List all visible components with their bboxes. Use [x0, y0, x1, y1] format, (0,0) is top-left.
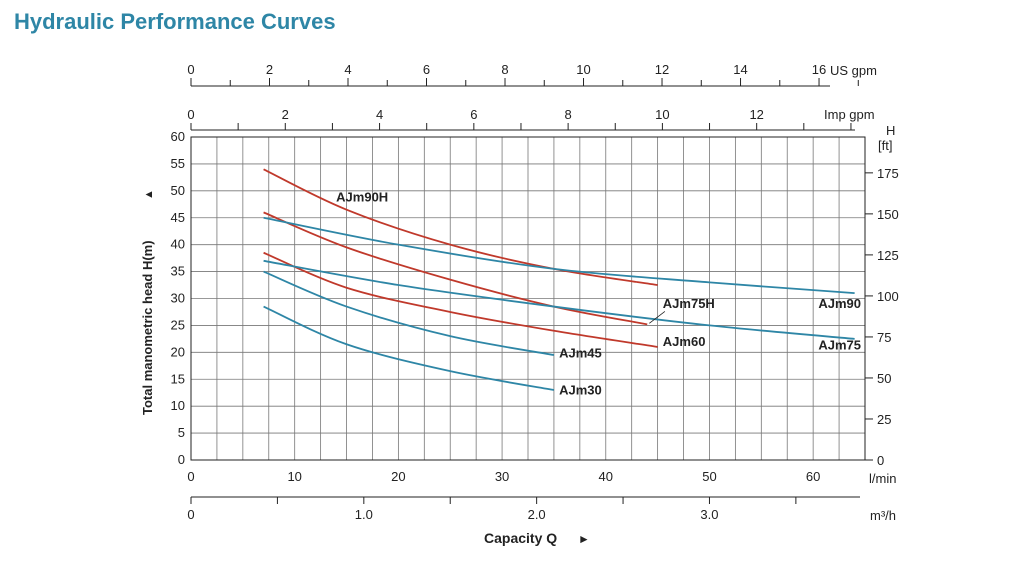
- us-gpm-tick-label: 8: [501, 62, 508, 77]
- ft-tick-label: 150: [877, 207, 899, 222]
- y-tick-label: 40: [171, 237, 185, 252]
- ft-tick-label: 100: [877, 289, 899, 304]
- imp-gpm-tick-label: 12: [749, 107, 763, 122]
- curve-ajm75h: [263, 211, 648, 326]
- curve-ajm90: [263, 216, 855, 295]
- imp-gpm-tick-label: 2: [282, 107, 289, 122]
- y-tick-label: 30: [171, 291, 185, 306]
- curve-ajm90h: [263, 168, 658, 286]
- us-gpm-tick-label: 0: [187, 62, 194, 77]
- series-labels: AJm90H AJm75H AJm60 AJm90 AJm75 AJm45 AJm30: [336, 190, 861, 398]
- x-tick-label: 10: [287, 469, 301, 484]
- y-tick-label: 50: [171, 183, 185, 198]
- curve-ajm45: [263, 270, 555, 356]
- ft-tick-label: 125: [877, 248, 899, 263]
- chart-title: Hydraulic Performance Curves: [14, 9, 336, 34]
- curve-ajm75: [263, 259, 855, 340]
- lmin-axis-label: l/min: [869, 471, 896, 486]
- ft-tick-label: 25: [877, 412, 891, 427]
- x-axis-arrow: ►: [578, 532, 590, 546]
- y-tick-label: 10: [171, 398, 185, 413]
- m3h-tick-label: 0: [187, 507, 194, 522]
- plot-frame: [190, 136, 866, 461]
- us-gpm-tick-label: 10: [576, 62, 590, 77]
- m3h-tick-label: 3.0: [700, 507, 718, 522]
- series-label-ajm90: AJm90: [818, 296, 861, 311]
- ft-tick-label: 75: [877, 330, 891, 345]
- y-axis-arrow: ▲: [143, 189, 155, 200]
- ft-tick-label: 50: [877, 371, 891, 386]
- series-label-ajm75: AJm75: [818, 338, 861, 353]
- y-tick-label: 55: [171, 156, 185, 171]
- y-tick-label: 35: [171, 264, 185, 279]
- series-label-ajm60: AJm60: [663, 334, 706, 349]
- m3h-axis-label: m³/h: [870, 508, 896, 523]
- curve-ajm30: [263, 305, 555, 391]
- y-axis-label: Total manometric head H(m): [140, 240, 155, 415]
- y-tick-label: 5: [178, 425, 185, 440]
- series-label-ajm30: AJm30: [559, 382, 602, 397]
- y-tick-label: 60: [171, 129, 185, 144]
- m3h-tick-label: 2.0: [528, 507, 546, 522]
- y-tick-label: 25: [171, 317, 185, 332]
- series-label-ajm90h: AJm90H: [336, 190, 388, 205]
- ft-tick-label: 175: [877, 166, 899, 181]
- imp-gpm-tick-label: 0: [187, 107, 194, 122]
- us-gpm-tick-label: 4: [344, 62, 351, 77]
- series-label-ajm75h: AJm75H: [663, 296, 715, 311]
- x-tick-label: 30: [495, 469, 509, 484]
- us-gpm-tick-label: 12: [655, 62, 669, 77]
- us-gpm-tick-label: 14: [733, 62, 747, 77]
- y-tick-label: 45: [171, 210, 185, 225]
- y-tick-label: 0: [178, 452, 185, 467]
- y-tick-label: 20: [171, 344, 185, 359]
- series-label-ajm45: AJm45: [559, 346, 602, 361]
- leader-line-ajm75h: [649, 311, 666, 324]
- feet-axis-label: H: [886, 123, 895, 138]
- feet-axis-unit: [ft]: [878, 138, 892, 153]
- us-gpm-tick-label: 2: [266, 62, 273, 77]
- imp-gpm-label: Imp gpm: [824, 107, 875, 122]
- us-gpm-tick-label: 16: [812, 62, 826, 77]
- x-tick-label: 40: [599, 469, 613, 484]
- grid: [190, 136, 866, 461]
- x-tick-label: 0: [187, 469, 194, 484]
- imp-gpm-tick-label: 8: [564, 107, 571, 122]
- series-lines: [263, 168, 855, 391]
- us-gpm-tick-label: 6: [423, 62, 430, 77]
- x-tick-label: 20: [391, 469, 405, 484]
- x-tick-label: 50: [702, 469, 716, 484]
- x-axis-label: Capacity Q: [484, 530, 557, 546]
- imp-gpm-tick-label: 4: [376, 107, 383, 122]
- us-gpm-label: US gpm: [830, 63, 877, 78]
- imp-gpm-tick-label: 6: [470, 107, 477, 122]
- x-tick-label: 60: [806, 469, 820, 484]
- m3h-tick-label: 1.0: [355, 507, 373, 522]
- imp-gpm-tick-label: 10: [655, 107, 669, 122]
- ft-tick-label: 0: [877, 453, 884, 468]
- curve-ajm60: [263, 251, 658, 348]
- y-tick-label: 15: [171, 371, 185, 386]
